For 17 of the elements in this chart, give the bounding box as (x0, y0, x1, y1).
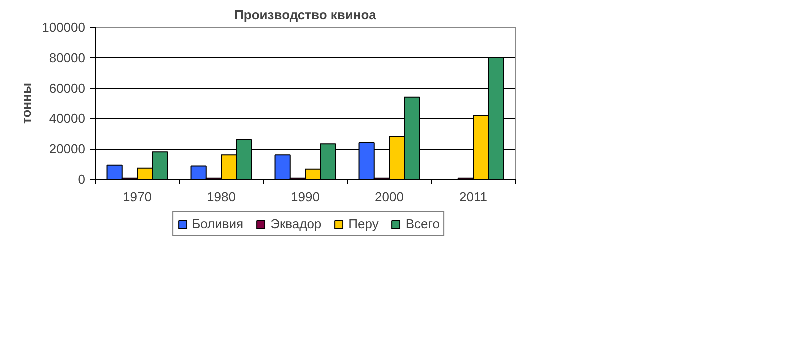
x-tick-label: 1970 (123, 190, 152, 204)
y-tick-label: 80000 (49, 50, 86, 66)
y-tick-label: 100000 (42, 20, 86, 35)
legend-label: Всего (406, 216, 440, 232)
y-tick-label: 60000 (49, 80, 86, 96)
x-tick-label: 1980 (207, 190, 236, 204)
chart-title: Производство квиноа (234, 8, 378, 22)
x-tick-label: 1990 (291, 190, 320, 204)
x-tick-label: 2000 (375, 190, 404, 204)
y-axis-title: тонны (19, 83, 34, 124)
legend-label: Перу (348, 216, 379, 232)
legend-label: Боливия (192, 216, 244, 232)
y-tick-label: 0 (78, 172, 86, 187)
x-tick-label: 2011 (460, 190, 488, 204)
y-tick-label: 20000 (49, 142, 86, 157)
legend-label: Эквадор (270, 216, 322, 232)
y-tick-label: 40000 (49, 111, 86, 126)
